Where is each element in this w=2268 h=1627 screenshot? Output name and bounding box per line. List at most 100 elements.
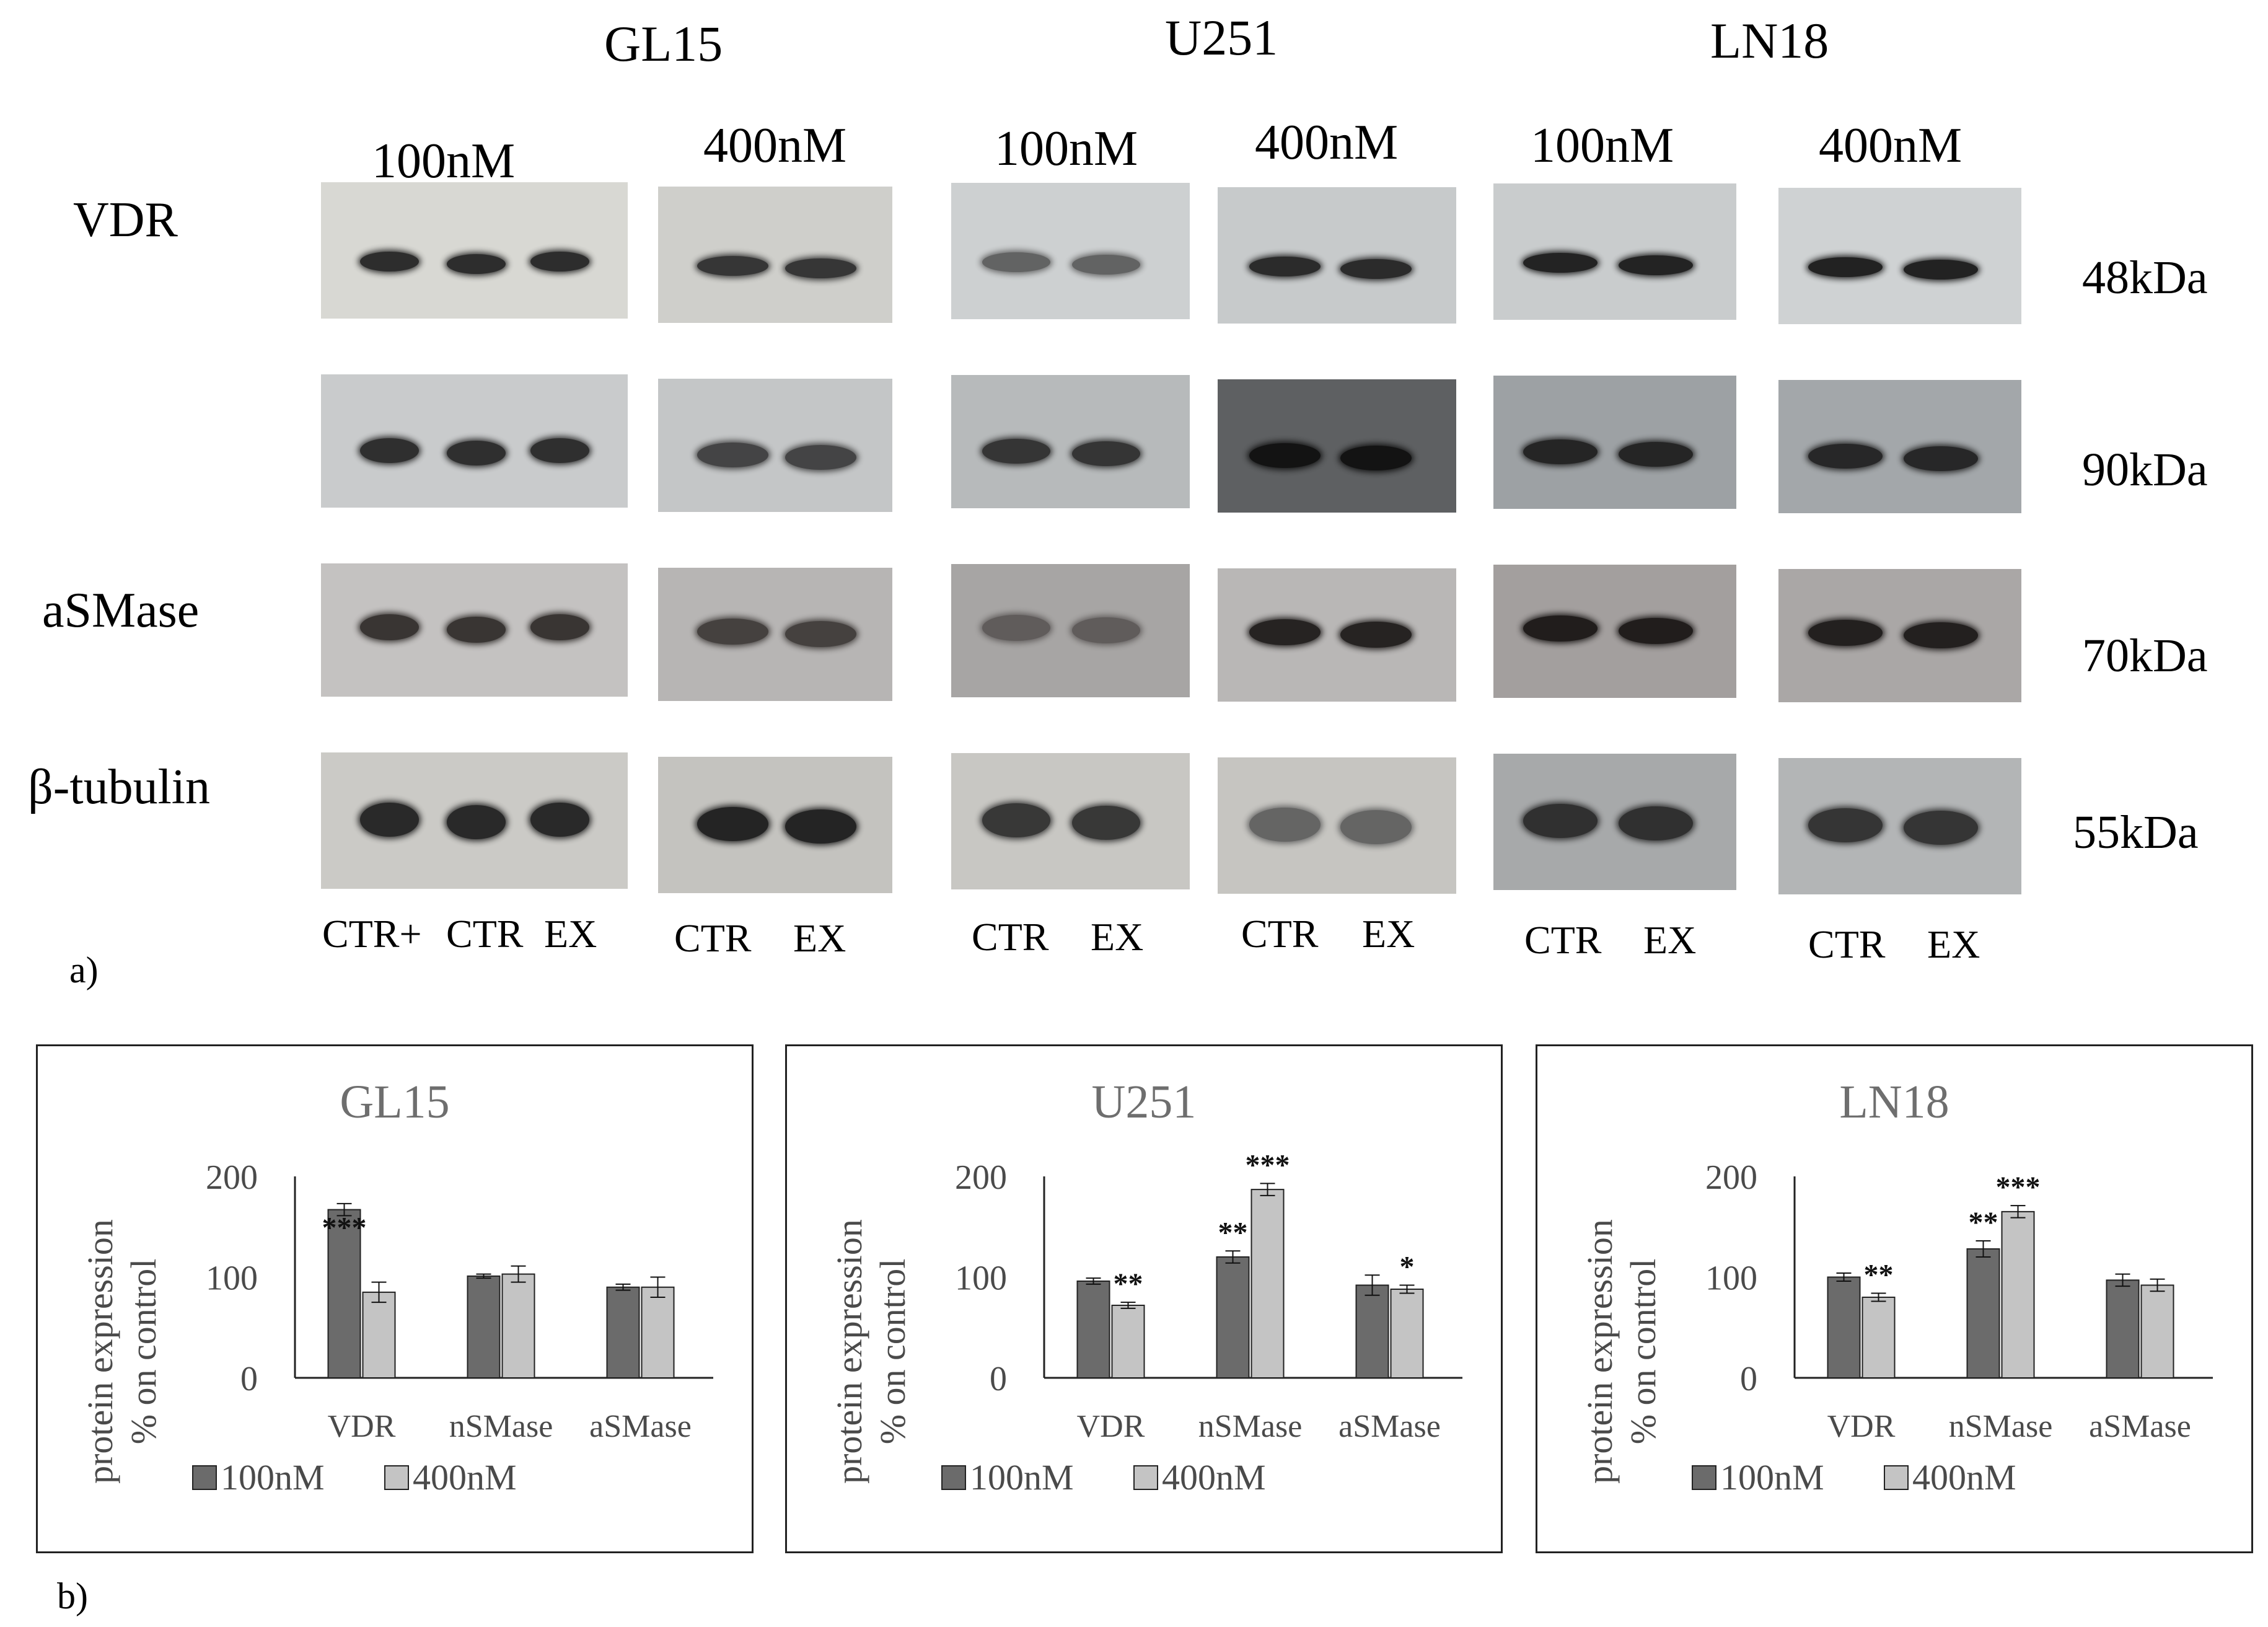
protein-band: [1904, 622, 1978, 648]
protein-band: [1523, 253, 1598, 273]
y-axis-label: % on control: [1623, 1259, 1663, 1445]
y-axis-label: % on control: [123, 1259, 164, 1445]
blot-strip: [1218, 187, 1456, 324]
protein-band: [1340, 446, 1412, 470]
lane-label: CTR+: [322, 912, 422, 956]
blot-strip: [951, 753, 1190, 889]
lane-label: EX: [793, 916, 846, 960]
protein-band: [446, 254, 506, 274]
blot-strip: [1778, 380, 2021, 513]
y-axis-label: protein expression: [829, 1219, 869, 1484]
y-tick-label: 200: [955, 1158, 1007, 1197]
lane-label: CTR: [972, 915, 1049, 959]
x-tick-label: nSMase: [449, 1409, 553, 1444]
bar: [467, 1275, 501, 1378]
bar: [1076, 1281, 1110, 1378]
lane-label: EX: [1091, 915, 1144, 959]
significance-marker: ***: [1996, 1171, 2041, 1204]
lane-label: EX: [1643, 918, 1697, 962]
protein-band: [1808, 444, 1883, 469]
bar-chart-u251: U251 protein expression% on control 0 100 20…: [785, 1044, 1503, 1553]
cell-line-title-gl15: GL15: [604, 15, 723, 72]
legend-swatch: [384, 1465, 409, 1490]
protein-band: [1523, 439, 1598, 464]
significance-marker: ***: [1246, 1149, 1290, 1181]
y-tick-label: 200: [1705, 1158, 1757, 1197]
bar: [1966, 1248, 2000, 1378]
lane-label: CTR: [674, 916, 752, 960]
significance-marker: ***: [322, 1212, 367, 1245]
protein-band: [1072, 617, 1140, 643]
legend-label: 100nM: [970, 1457, 1074, 1497]
protein-band: [446, 617, 506, 643]
significance-marker: **: [1969, 1206, 1998, 1239]
bar: [1216, 1256, 1250, 1378]
bar: [327, 1209, 361, 1378]
significance-marker: **: [1864, 1259, 1894, 1292]
protein-band: [1072, 441, 1140, 466]
blot-strip: [658, 757, 892, 893]
y-tick-label: 0: [990, 1360, 1007, 1398]
blot-strip: [951, 375, 1190, 508]
protein-band: [785, 621, 856, 647]
concentration-label: 100nM: [1531, 118, 1674, 173]
protein-band: [359, 252, 419, 271]
kda-label: 70kDa: [2082, 630, 2208, 682]
blot-strip: [658, 379, 892, 512]
bar: [501, 1273, 535, 1378]
chart-title: U251: [1092, 1076, 1197, 1128]
protein-band: [982, 803, 1050, 837]
protein-band: [1249, 619, 1321, 645]
blot-strip: [1493, 754, 1736, 890]
protein-band: [359, 438, 419, 463]
y-axis-label: % on control: [872, 1259, 913, 1445]
protein-band: [785, 258, 856, 278]
legend-swatch: [941, 1465, 966, 1490]
protein-band: [530, 252, 589, 271]
bar-chart-ln18: LN18 protein expression% on control 0 100 20…: [1536, 1044, 2253, 1553]
protein-band: [1619, 806, 1693, 840]
protein-band: [982, 439, 1050, 464]
concentration-label: 400nM: [1819, 118, 1963, 173]
x-tick-label: aSMase: [1338, 1409, 1441, 1444]
significance-marker: *: [1400, 1251, 1415, 1284]
protein-label-beta-tubulin: β-tubulin: [28, 760, 211, 814]
x-tick-label: VDR: [1827, 1409, 1896, 1444]
protein-band: [359, 802, 419, 837]
protein-band: [1904, 260, 1978, 280]
protein-band: [1619, 255, 1693, 275]
significance-marker: **: [1114, 1268, 1143, 1300]
protein-band: [1340, 809, 1412, 844]
blot-strip: [951, 564, 1190, 697]
blot-strip: [1493, 183, 1736, 320]
protein-band: [982, 252, 1050, 272]
blot-strip: [1493, 376, 1736, 509]
protein-band: [1249, 443, 1321, 468]
blot-strip: [1218, 568, 1456, 702]
bar: [2106, 1279, 2140, 1378]
blot-strip: [321, 374, 628, 508]
lane-label: CTR: [1808, 922, 1886, 966]
lane-label: CTR: [446, 912, 524, 956]
bar: [1861, 1297, 1896, 1378]
protein-band: [1904, 810, 1978, 845]
chart-title: GL15: [340, 1076, 449, 1128]
significance-marker: **: [1218, 1216, 1248, 1249]
blot-strip: [951, 183, 1190, 319]
panel-label-b: b): [57, 1576, 88, 1616]
bar: [1827, 1276, 1861, 1378]
y-tick-label: 100: [206, 1259, 258, 1298]
kda-label: 90kDa: [2082, 444, 2208, 496]
concentration-label: 100nM: [372, 134, 516, 188]
x-tick-label: VDR: [1077, 1409, 1145, 1444]
chart-title: LN18: [1839, 1076, 1949, 1128]
legend-label: 400nM: [1912, 1457, 2016, 1497]
blot-strip: [658, 568, 892, 701]
protein-band: [697, 443, 768, 467]
kda-label: 48kDa: [2082, 252, 2208, 304]
bar: [606, 1286, 640, 1378]
lane-label: CTR: [1241, 912, 1319, 956]
y-tick-label: 0: [240, 1360, 258, 1398]
bar: [641, 1286, 675, 1378]
